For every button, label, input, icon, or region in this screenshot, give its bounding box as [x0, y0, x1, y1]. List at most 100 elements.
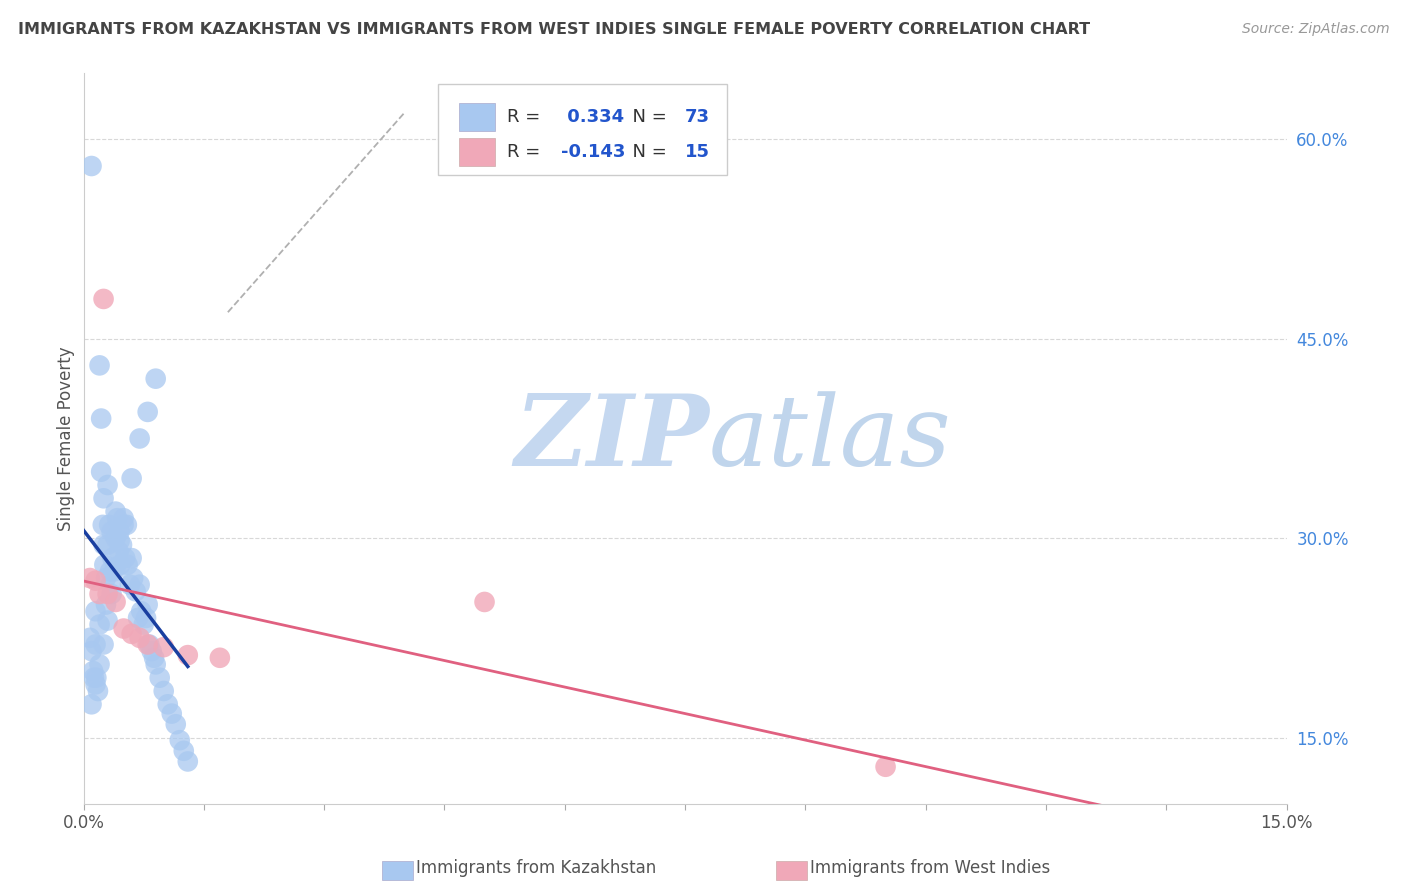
- Point: [112, 622, 135, 636]
- Point: [103, 565, 125, 579]
- Y-axis label: Single Female Poverty: Single Female Poverty: [58, 346, 75, 531]
- Point: [100, 587, 122, 601]
- FancyBboxPatch shape: [439, 84, 727, 176]
- Point: [80, 698, 103, 712]
- Point: [127, 611, 149, 625]
- Point: [108, 524, 131, 539]
- Text: -0.143: -0.143: [561, 143, 626, 161]
- Point: [84, 677, 107, 691]
- Point: [208, 650, 231, 665]
- Point: [104, 531, 127, 545]
- Point: [117, 558, 139, 572]
- Point: [97, 614, 120, 628]
- Point: [86, 671, 108, 685]
- Point: [80, 644, 103, 658]
- Point: [160, 706, 183, 721]
- Text: R =: R =: [508, 143, 546, 161]
- Text: Immigrants from Kazakhstan: Immigrants from Kazakhstan: [416, 859, 657, 877]
- Point: [89, 617, 111, 632]
- Point: [132, 617, 155, 632]
- Point: [169, 733, 191, 747]
- Point: [115, 517, 138, 532]
- Point: [121, 627, 143, 641]
- Point: [91, 517, 114, 532]
- Point: [112, 511, 135, 525]
- Point: [84, 638, 107, 652]
- Point: [111, 538, 134, 552]
- Point: [89, 359, 111, 373]
- Point: [177, 755, 200, 769]
- Text: ZIP: ZIP: [515, 390, 709, 487]
- Point: [145, 657, 167, 672]
- Point: [89, 587, 111, 601]
- Point: [80, 159, 103, 173]
- Point: [118, 577, 141, 591]
- Point: [129, 604, 152, 618]
- Text: Source: ZipAtlas.com: Source: ZipAtlas.com: [1241, 22, 1389, 37]
- Point: [79, 571, 101, 585]
- Point: [124, 584, 146, 599]
- Point: [107, 544, 129, 558]
- Point: [152, 684, 174, 698]
- Text: 15: 15: [685, 143, 710, 161]
- Text: R =: R =: [508, 108, 546, 126]
- Point: [173, 744, 195, 758]
- Point: [128, 432, 150, 446]
- Point: [100, 524, 122, 539]
- Point: [136, 638, 159, 652]
- Point: [156, 698, 179, 712]
- Point: [177, 648, 200, 662]
- Text: atlas: atlas: [709, 391, 952, 486]
- Point: [136, 598, 159, 612]
- Text: Immigrants from West Indies: Immigrants from West Indies: [810, 859, 1050, 877]
- Point: [79, 631, 101, 645]
- Point: [121, 471, 143, 485]
- Point: [114, 551, 136, 566]
- Point: [104, 505, 127, 519]
- Point: [93, 292, 115, 306]
- Point: [98, 565, 121, 579]
- Point: [122, 571, 145, 585]
- Point: [94, 598, 117, 612]
- Point: [93, 558, 115, 572]
- Point: [100, 577, 122, 591]
- Point: [82, 664, 104, 678]
- Point: [89, 657, 111, 672]
- Point: [165, 717, 187, 731]
- Point: [149, 671, 172, 685]
- Point: [97, 587, 120, 601]
- Point: [101, 551, 124, 566]
- Point: [93, 638, 115, 652]
- Text: IMMIGRANTS FROM KAZAKHSTAN VS IMMIGRANTS FROM WEST INDIES SINGLE FEMALE POVERTY : IMMIGRANTS FROM KAZAKHSTAN VS IMMIGRANTS…: [18, 22, 1091, 37]
- Point: [474, 595, 496, 609]
- Point: [875, 760, 897, 774]
- Point: [93, 538, 115, 552]
- Point: [98, 517, 121, 532]
- Point: [152, 640, 174, 655]
- Point: [112, 517, 135, 532]
- Point: [97, 478, 120, 492]
- Point: [136, 405, 159, 419]
- Text: 73: 73: [685, 108, 710, 126]
- Point: [87, 684, 110, 698]
- Point: [84, 574, 107, 588]
- Point: [83, 671, 105, 685]
- Point: [110, 558, 132, 572]
- Bar: [458, 138, 495, 166]
- Text: N =: N =: [621, 143, 673, 161]
- Point: [121, 551, 143, 566]
- Point: [97, 538, 120, 552]
- Point: [141, 644, 163, 658]
- Point: [90, 411, 112, 425]
- Point: [128, 577, 150, 591]
- Bar: [458, 103, 495, 131]
- Point: [138, 638, 160, 652]
- Point: [104, 560, 127, 574]
- Point: [128, 631, 150, 645]
- Text: 0.334: 0.334: [561, 108, 624, 126]
- Point: [135, 611, 157, 625]
- Text: N =: N =: [621, 108, 673, 126]
- Point: [108, 533, 131, 548]
- Point: [143, 650, 166, 665]
- Point: [105, 511, 128, 525]
